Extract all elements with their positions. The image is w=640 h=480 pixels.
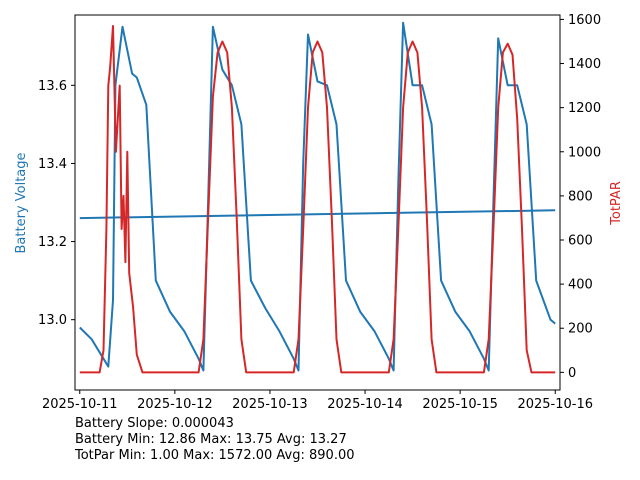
y-axis-left-label: Battery Voltage [14,152,29,253]
y-axis-right-label: TotPAR [609,181,624,226]
y-right-tick-label: 1400 [568,57,601,72]
y-right-tick-label: 1600 [568,13,601,28]
y-left-tick-label: 13.2 [38,235,67,250]
plot-frame [74,14,561,391]
totpar-line [79,25,556,374]
x-tick-label: 2025-10-13 [232,397,308,410]
x-axis: 2025-10-11 2025-10-12 2025-10-13 2025-10-14… [42,390,593,410]
y-right-tick-label: 0 [568,366,576,381]
x-tick-label: 2025-10-12 [137,397,213,410]
x-tick-label: 2025-10-14 [327,397,403,410]
battery-trend-line [79,209,556,220]
series-layer [79,21,556,374]
y-right-tick-label: 400 [568,278,593,293]
y-right-tick-label: 1200 [568,101,601,116]
chart: 2025-10-11 2025-10-12 2025-10-13 2025-10-14… [14,13,624,410]
y-right-tick-label: 800 [568,189,593,204]
battery-voltage-line [79,21,556,372]
y-right-tick-label: 1000 [568,145,601,160]
x-tick-label: 2025-10-11 [42,397,118,410]
battery-slope-text: Battery Slope: 0.000043 [75,416,234,431]
y-left-tick-label: 13.6 [38,79,67,94]
y-axis-right: 0 200 400 600 800 1000 1200 1400 1600 [560,13,601,381]
x-tick-label: 2025-10-16 [517,397,593,410]
y-left-tick-label: 13.4 [38,157,67,172]
battery-stats-text: Battery Min: 12.86 Max: 13.75 Avg: 13.27 [75,432,347,447]
y-right-tick-label: 600 [568,234,593,249]
totpar-stats-text: TotPar Min: 1.00 Max: 1572.00 Avg: 890.0… [75,448,355,463]
x-tick-label: 2025-10-15 [422,397,498,410]
y-left-tick-label: 13.0 [38,313,67,328]
y-axis-left: 13.0 13.2 13.4 13.6 [38,79,75,328]
y-right-tick-label: 200 [568,322,593,337]
stats-panel: Battery Slope: 0.000043 Battery Min: 12.… [75,416,355,464]
